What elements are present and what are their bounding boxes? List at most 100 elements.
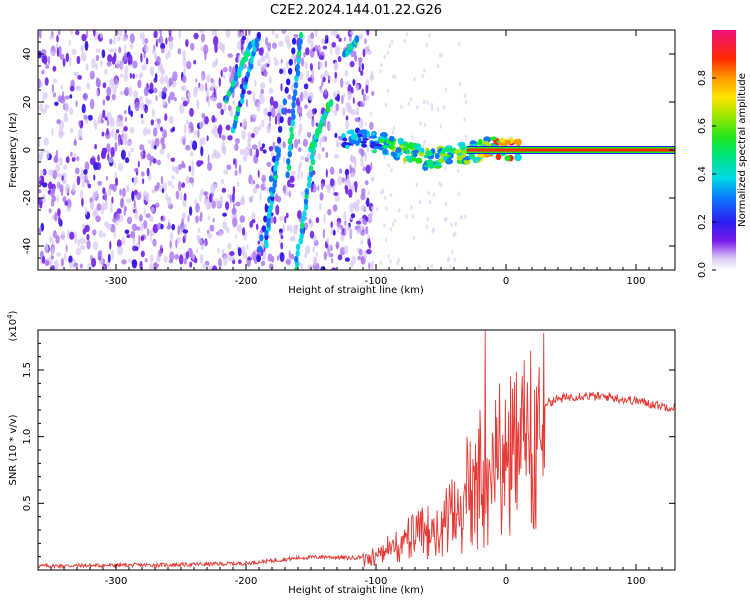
- noise-blob: [85, 206, 88, 216]
- noise-blob: [211, 84, 214, 92]
- noise-blob: [83, 114, 88, 120]
- noise-blob: [169, 91, 175, 101]
- noise-blob: [52, 65, 57, 72]
- noise-blob: [293, 33, 299, 38]
- noise-blob: [66, 206, 72, 212]
- noise-blob: [336, 93, 341, 102]
- noise-blob: [252, 187, 258, 194]
- streak-blob: [298, 31, 304, 39]
- noise-blob: [367, 237, 371, 247]
- signal-blob: [463, 157, 471, 161]
- noise-blob: [122, 135, 128, 145]
- signal-blob: [504, 139, 511, 145]
- noise-blob: [131, 259, 138, 269]
- noise-blob: [228, 65, 232, 73]
- snr-y-scale: (x104): [6, 310, 19, 341]
- noise-blob: [288, 190, 291, 198]
- noise-blob: [355, 84, 360, 92]
- streak-blob: [297, 44, 302, 52]
- noise-blob: [340, 234, 345, 242]
- noise-blob: [211, 265, 218, 270]
- noise-blob: [262, 149, 267, 154]
- noise-blob: [78, 120, 81, 126]
- noise-blob: [334, 45, 341, 56]
- noise-blob: [241, 245, 246, 256]
- noise-blob: [344, 220, 347, 226]
- streak-blob: [287, 150, 292, 158]
- noise-blob: [204, 82, 208, 92]
- noise-blob: [268, 56, 271, 66]
- noise-blob: [114, 133, 118, 141]
- noise-blob: [227, 135, 233, 141]
- streak-blob: [277, 125, 283, 133]
- noise-blob: [105, 95, 110, 101]
- noise-blob: [149, 66, 155, 76]
- snr-y-label: SNR (10 * v/v): [8, 414, 19, 485]
- noise-blob: [394, 74, 397, 80]
- noise-blob: [300, 156, 305, 161]
- noise-blob: [95, 63, 98, 70]
- noise-blob: [388, 43, 392, 48]
- noise-blob: [364, 151, 368, 162]
- noise-blob: [245, 98, 249, 108]
- noise-blob: [331, 41, 337, 48]
- noise-blob: [71, 48, 77, 56]
- noise-blob: [126, 198, 132, 204]
- noise-blob: [133, 168, 139, 172]
- noise-blob: [80, 244, 86, 250]
- noise-blob: [97, 154, 100, 162]
- noise-blob: [132, 60, 138, 69]
- noise-blob: [140, 250, 145, 258]
- noise-blob: [146, 228, 150, 237]
- noise-blob: [279, 68, 284, 75]
- noise-blob: [98, 230, 103, 238]
- noise-blob: [343, 211, 347, 221]
- noise-blob: [203, 44, 209, 55]
- noise-blob: [362, 225, 365, 230]
- noise-blob: [260, 260, 266, 267]
- noise-blob: [55, 235, 60, 244]
- noise-blob: [269, 96, 274, 106]
- noise-blob: [189, 261, 193, 268]
- noise-blob: [364, 38, 367, 45]
- noise-blob: [250, 133, 255, 138]
- noise-blob: [106, 119, 110, 127]
- noise-blob: [44, 104, 50, 110]
- noise-blob: [360, 70, 364, 76]
- noise-blob: [123, 52, 128, 62]
- noise-blob: [46, 260, 50, 266]
- noise-blob: [317, 46, 321, 51]
- signal-blob: [412, 143, 418, 148]
- noise-blob: [260, 88, 265, 95]
- streak-blob: [294, 266, 299, 270]
- noise-blob: [150, 254, 154, 263]
- x-tick-label: -300: [105, 276, 128, 287]
- noise-blob: [192, 252, 195, 261]
- noise-blob: [61, 175, 64, 181]
- signal-blob: [382, 144, 389, 149]
- noise-blob: [197, 128, 200, 139]
- noise-blob: [211, 30, 215, 36]
- noise-blob: [320, 136, 326, 143]
- noise-blob: [325, 151, 329, 158]
- noise-blob: [101, 131, 105, 137]
- noise-blob: [385, 237, 388, 243]
- noise-blob: [335, 103, 339, 112]
- noise-blob: [282, 223, 285, 233]
- streak-blob: [300, 222, 305, 229]
- noise-blob: [134, 209, 138, 220]
- noise-blob: [190, 42, 195, 51]
- noise-blob: [65, 156, 70, 164]
- noise-blob: [350, 213, 356, 219]
- noise-blob: [379, 260, 383, 265]
- noise-blob: [116, 30, 119, 36]
- noise-blob: [268, 76, 272, 84]
- noise-blob: [298, 129, 301, 136]
- noise-blob: [81, 103, 86, 114]
- noise-blob: [75, 100, 78, 108]
- noise-blob: [428, 199, 432, 204]
- noise-blob: [195, 202, 200, 213]
- noise-blob: [391, 222, 395, 227]
- noise-blob: [207, 162, 213, 171]
- noise-blob: [123, 72, 128, 82]
